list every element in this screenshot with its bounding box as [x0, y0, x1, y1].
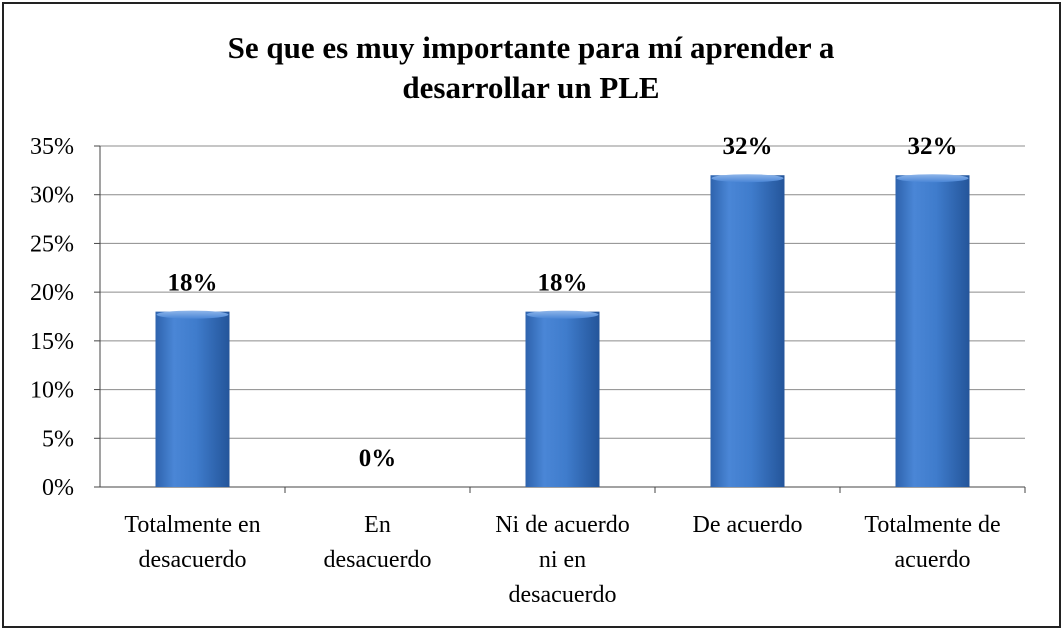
bar-top-highlight — [896, 174, 969, 183]
bar-top-highlight — [526, 310, 599, 319]
y-tick-label: 10% — [30, 378, 74, 404]
y-tick-label: 35% — [30, 134, 74, 160]
category-label: En — [364, 512, 391, 538]
data-label: 18% — [168, 270, 218, 297]
chart-title: Se que es muy importante para mí aprende… — [228, 30, 835, 105]
bar — [525, 311, 600, 487]
bars — [155, 174, 970, 487]
data-labels: 18% 0% 18% 32% 32% — [168, 133, 958, 472]
category-label: desacuerdo — [139, 547, 247, 573]
y-tick-label: 5% — [42, 426, 74, 452]
category-label: Totalmente en — [124, 512, 260, 538]
data-label: 18% — [538, 270, 588, 297]
bar — [895, 175, 970, 487]
data-label: 32% — [723, 133, 773, 160]
y-tick-label: 25% — [30, 231, 74, 257]
category-label: Totalmente de — [864, 512, 1000, 538]
category-label: De acuerdo — [693, 512, 803, 538]
bar — [155, 311, 230, 487]
data-label: 0% — [359, 445, 397, 472]
category-label: desacuerdo — [324, 547, 432, 573]
y-tick-label: 20% — [30, 280, 74, 306]
bar-top-highlight — [711, 174, 784, 183]
y-tick-labels: 0% 5% 10% 15% 20% 25% 30% 35% — [30, 134, 74, 501]
bar-top-highlight — [156, 310, 229, 319]
y-tick-label: 30% — [30, 183, 74, 209]
y-tick-label: 0% — [42, 475, 74, 501]
category-label: desacuerdo — [509, 582, 617, 608]
category-label: ni en — [539, 547, 586, 573]
bar — [710, 175, 785, 487]
chart-title-line: Se que es muy importante para mí aprende… — [228, 30, 835, 65]
category-label: Ni de acuerdo — [495, 512, 630, 538]
category-label: acuerdo — [895, 547, 971, 573]
y-tick-label: 15% — [30, 329, 74, 355]
data-label: 32% — [908, 133, 958, 160]
chart-title-line: desarrollar un PLE — [402, 70, 659, 105]
category-labels: Totalmente en desacuerdo En desacuerdo Ni de… — [124, 512, 1000, 608]
